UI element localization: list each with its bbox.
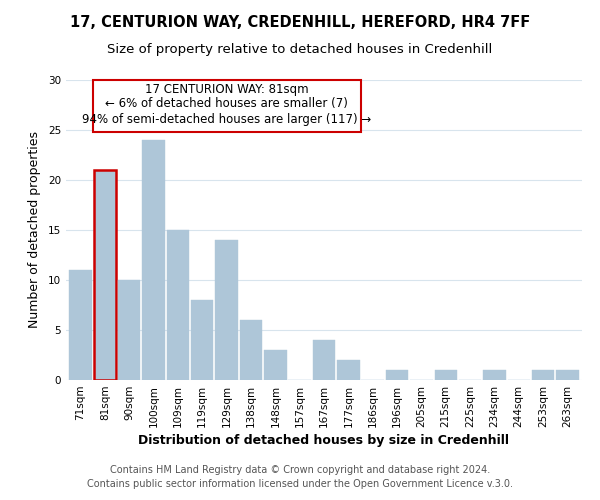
Bar bbox=[142, 140, 165, 380]
Y-axis label: Number of detached properties: Number of detached properties bbox=[28, 132, 41, 328]
Text: ← 6% of detached houses are smaller (7): ← 6% of detached houses are smaller (7) bbox=[105, 98, 348, 110]
Bar bbox=[70, 270, 92, 380]
Bar bbox=[434, 370, 457, 380]
Bar bbox=[118, 280, 140, 380]
FancyBboxPatch shape bbox=[93, 80, 361, 132]
Bar bbox=[532, 370, 554, 380]
Bar bbox=[215, 240, 238, 380]
X-axis label: Distribution of detached houses by size in Credenhill: Distribution of detached houses by size … bbox=[139, 434, 509, 447]
Bar bbox=[483, 370, 506, 380]
Bar bbox=[264, 350, 287, 380]
Bar bbox=[386, 370, 408, 380]
Bar bbox=[240, 320, 262, 380]
Text: 94% of semi-detached houses are larger (117) →: 94% of semi-detached houses are larger (… bbox=[82, 112, 371, 126]
Bar bbox=[556, 370, 578, 380]
Text: Size of property relative to detached houses in Credenhill: Size of property relative to detached ho… bbox=[107, 42, 493, 56]
Bar bbox=[337, 360, 359, 380]
Bar bbox=[191, 300, 214, 380]
Text: 17 CENTURION WAY: 81sqm: 17 CENTURION WAY: 81sqm bbox=[145, 82, 308, 96]
Text: Contains HM Land Registry data © Crown copyright and database right 2024.
Contai: Contains HM Land Registry data © Crown c… bbox=[87, 465, 513, 489]
Text: 17, CENTURION WAY, CREDENHILL, HEREFORD, HR4 7FF: 17, CENTURION WAY, CREDENHILL, HEREFORD,… bbox=[70, 15, 530, 30]
Bar bbox=[167, 230, 189, 380]
Bar bbox=[94, 170, 116, 380]
Bar bbox=[313, 340, 335, 380]
